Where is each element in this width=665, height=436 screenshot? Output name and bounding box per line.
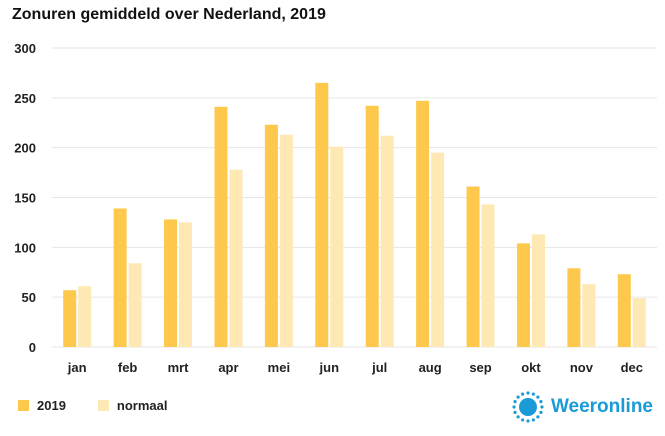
bar-2019-jun — [315, 82, 329, 347]
x-tick-label: feb — [118, 360, 138, 375]
bar-normaal-aug — [431, 152, 445, 347]
bar-normaal-feb — [128, 263, 142, 347]
bar-2019-mei — [264, 124, 278, 347]
bar-2019-mrt — [164, 219, 178, 347]
brand-name: Weeronline — [550, 396, 653, 417]
legend-swatch-normaal — [97, 400, 109, 411]
bar-2019-okt — [516, 243, 530, 347]
y-tick-label: 200 — [14, 141, 36, 156]
bar-2019-jan — [63, 290, 77, 347]
chart-title: Zonuren gemiddeld over Nederland, 2019 — [12, 6, 326, 23]
bar-chart: 0 50 100 150 200 250 300 jan feb mrt apr mei jun jul a… — [14, 41, 657, 375]
x-tick-label: apr — [218, 360, 238, 375]
y-tick-label: 250 — [14, 91, 36, 106]
legend: 2019 normaal — [18, 398, 200, 413]
legend-swatch-2019 — [18, 400, 29, 411]
y-tick-label: 50 — [22, 290, 36, 305]
bar-normaal-mei — [279, 134, 293, 347]
x-tick-label: jul — [371, 360, 387, 375]
bar-2019-apr — [214, 106, 228, 347]
y-tick-label: 0 — [29, 340, 36, 355]
x-tick-label: sep — [469, 360, 491, 375]
bar-normaal-jan — [78, 286, 92, 347]
x-tick-label: nov — [570, 360, 594, 375]
bar-normaal-nov — [582, 284, 596, 347]
bar-2019-dec — [617, 274, 631, 347]
sun-logo-icon — [512, 391, 544, 423]
bar-2019-aug — [416, 100, 430, 347]
bar-2019-feb — [113, 208, 127, 347]
x-tick-label: jan — [67, 360, 87, 375]
x-tick-label: dec — [621, 360, 643, 375]
legend-label-normaal: normaal — [116, 398, 168, 413]
bar-normaal-mrt — [179, 222, 193, 347]
bar-normaal-dec — [632, 298, 646, 347]
bar-normaal-apr — [229, 169, 243, 347]
x-tick-label: aug — [419, 360, 442, 375]
bar-2019-sep — [466, 186, 480, 347]
x-tick-label: mei — [268, 360, 290, 375]
legend-item-normaal: normaal — [97, 398, 168, 413]
bar-2019-jul — [365, 105, 379, 347]
y-tick-label: 300 — [14, 41, 36, 56]
bar-2019-nov — [567, 268, 581, 347]
bar-normaal-jul — [380, 135, 394, 347]
y-tick-label: 150 — [14, 191, 36, 206]
weeronline-logo: Weeronline — [511, 390, 653, 424]
legend-label-2019: 2019 — [37, 398, 66, 413]
x-tick-label: jun — [319, 360, 340, 375]
bar-normaal-okt — [531, 234, 545, 347]
x-tick-label: mrt — [168, 360, 190, 375]
x-tick-label: okt — [521, 360, 541, 375]
y-tick-label: 100 — [14, 240, 36, 255]
bar-normaal-sep — [481, 204, 495, 347]
bar-normaal-jun — [330, 146, 344, 347]
legend-item-2019: 2019 — [18, 398, 66, 413]
